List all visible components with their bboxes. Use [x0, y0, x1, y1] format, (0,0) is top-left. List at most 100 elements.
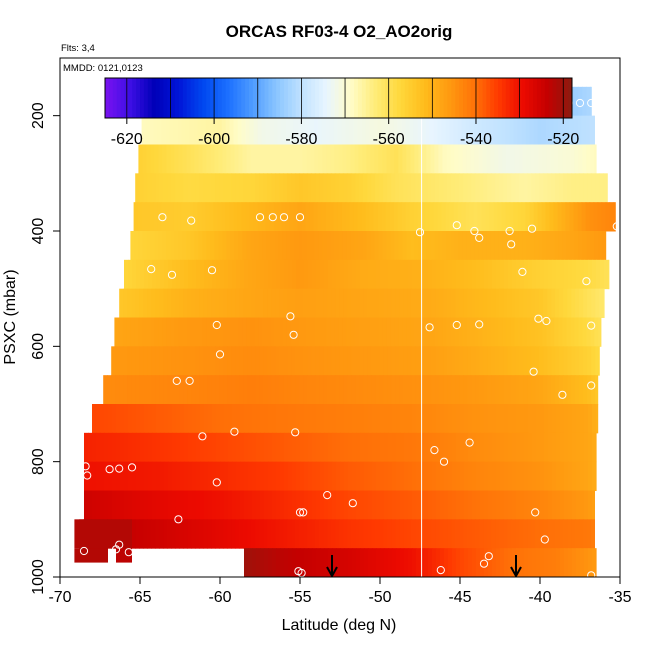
- heatmap-cell: [464, 432, 469, 463]
- heatmap-cell: [270, 317, 275, 347]
- heatmap-cell: [303, 173, 308, 203]
- heatmap-cell: [159, 375, 164, 405]
- heatmap-cell: [211, 519, 216, 549]
- heatmap-cell: [548, 548, 553, 577]
- heatmap-cell: [556, 432, 561, 463]
- heatmap-cell: [330, 144, 335, 174]
- heatmap-cell: [565, 202, 571, 232]
- colorbar-swatch: [365, 78, 371, 118]
- heatmap-cell: [491, 288, 496, 318]
- heatmap-cell: [359, 173, 364, 203]
- heatmap-cell: [520, 490, 525, 520]
- heatmap-cell: [480, 490, 485, 520]
- heatmap-cell: [312, 548, 317, 577]
- colorbar-swatch: [116, 78, 122, 118]
- colorbar-swatch: [159, 78, 164, 118]
- heatmap-cell: [284, 432, 289, 463]
- heatmap-cell: [196, 432, 201, 463]
- heatmap-cell: [523, 519, 528, 549]
- heatmap-cell: [295, 346, 300, 376]
- heatmap-cell: [502, 231, 507, 261]
- heatmap-cell: [231, 519, 236, 549]
- heatmap-cell: [460, 548, 465, 577]
- heatmap-cell: [343, 288, 348, 318]
- heatmap-cell: [570, 317, 575, 347]
- heatmap-cell: [174, 317, 179, 347]
- heatmap-cell: [256, 461, 261, 491]
- heatmap-cell: [299, 375, 304, 405]
- heatmap-cell: [127, 375, 132, 405]
- heatmap-cell: [160, 490, 165, 520]
- heatmap-cell: [259, 173, 264, 203]
- heatmap-cell: [381, 115, 387, 145]
- heatmap-cell: [165, 202, 171, 232]
- heatmap-cell: [222, 317, 227, 347]
- heatmap-cell: [477, 202, 483, 232]
- heatmap-cell: [295, 375, 300, 405]
- heatmap-cell: [340, 461, 345, 491]
- heatmap-cell: [500, 404, 505, 434]
- heatmap-cell: [397, 202, 403, 232]
- heatmap-cell: [295, 519, 300, 549]
- x-tick-label: -70: [48, 589, 71, 606]
- heatmap-cell: [140, 404, 145, 434]
- heatmap-cell: [124, 490, 129, 520]
- heatmap-cell: [328, 259, 333, 290]
- heatmap-cell: [591, 288, 596, 318]
- heatmap-cell: [307, 173, 312, 203]
- colorbar-swatch: [112, 78, 118, 118]
- heatmap-cell: [340, 259, 345, 290]
- heatmap-cell: [496, 490, 501, 520]
- heatmap-cell: [320, 432, 325, 463]
- heatmap-cell: [131, 375, 136, 405]
- heatmap-cell: [179, 375, 184, 405]
- heatmap-cell: [459, 375, 464, 405]
- heatmap-cell: [227, 519, 232, 549]
- heatmap-cell: [179, 173, 184, 203]
- colorbar-swatch: [237, 78, 242, 118]
- heatmap-cell: [436, 490, 441, 520]
- heatmap-cell: [330, 231, 335, 261]
- heatmap-cell: [474, 144, 479, 174]
- heatmap-cell: [586, 144, 591, 174]
- heatmap-cell: [367, 375, 372, 405]
- heatmap-cell: [199, 375, 204, 405]
- heatmap-cell: [252, 404, 257, 434]
- heatmap-cell: [228, 259, 233, 290]
- heatmap-cell: [439, 346, 444, 376]
- heatmap-cell: [448, 490, 453, 520]
- heatmap-cell: [184, 461, 189, 491]
- heatmap-cell: [167, 375, 172, 405]
- heatmap-cell: [205, 115, 211, 145]
- heatmap-cell: [281, 202, 287, 232]
- heatmap-cell: [199, 288, 204, 318]
- heatmap-cell: [392, 259, 397, 290]
- heatmap-cell: [300, 548, 305, 577]
- heatmap-cell: [376, 461, 381, 491]
- heatmap-cell: [555, 346, 560, 376]
- heatmap-cell: [263, 346, 268, 376]
- heatmap-cell: [360, 404, 365, 434]
- heatmap-cell: [544, 461, 549, 491]
- heatmap-cell: [332, 404, 337, 434]
- heatmap-cell: [374, 317, 379, 347]
- heatmap-cell: [455, 519, 460, 549]
- sample-point: [174, 515, 183, 524]
- heatmap-cell: [221, 115, 227, 145]
- heatmap-cell: [532, 432, 537, 463]
- heatmap-cell: [501, 115, 507, 145]
- heatmap-cell: [420, 461, 425, 491]
- heatmap-cell: [182, 231, 187, 261]
- heatmap-cell: [244, 259, 249, 290]
- heatmap-cell: [156, 432, 161, 463]
- sample-point: [484, 552, 493, 561]
- heatmap-cell: [594, 231, 599, 261]
- heatmap-cell: [136, 461, 141, 491]
- heatmap-cell: [460, 404, 465, 434]
- heatmap-cell: [408, 490, 413, 520]
- heatmap-cell: [169, 115, 175, 145]
- heatmap-cell: [432, 259, 437, 290]
- sample-point: [529, 367, 538, 376]
- heatmap-layer-10: [103, 375, 599, 405]
